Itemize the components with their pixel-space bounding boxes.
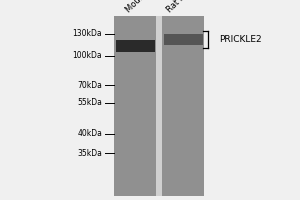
Text: 40kDa: 40kDa <box>77 130 102 138</box>
Bar <box>162 16 204 196</box>
Text: 35kDa: 35kDa <box>77 148 102 158</box>
Text: Mouse brain: Mouse brain <box>124 0 167 14</box>
Text: 100kDa: 100kDa <box>72 51 102 60</box>
Bar <box>164 34 202 45</box>
Text: 55kDa: 55kDa <box>77 98 102 107</box>
Text: Rat brain: Rat brain <box>165 0 198 14</box>
Text: PRICKLE2: PRICKLE2 <box>219 36 262 45</box>
Bar <box>114 16 156 196</box>
Text: 130kDa: 130kDa <box>72 29 102 38</box>
Bar <box>156 16 162 196</box>
Text: 70kDa: 70kDa <box>77 81 102 90</box>
Bar <box>116 40 154 51</box>
